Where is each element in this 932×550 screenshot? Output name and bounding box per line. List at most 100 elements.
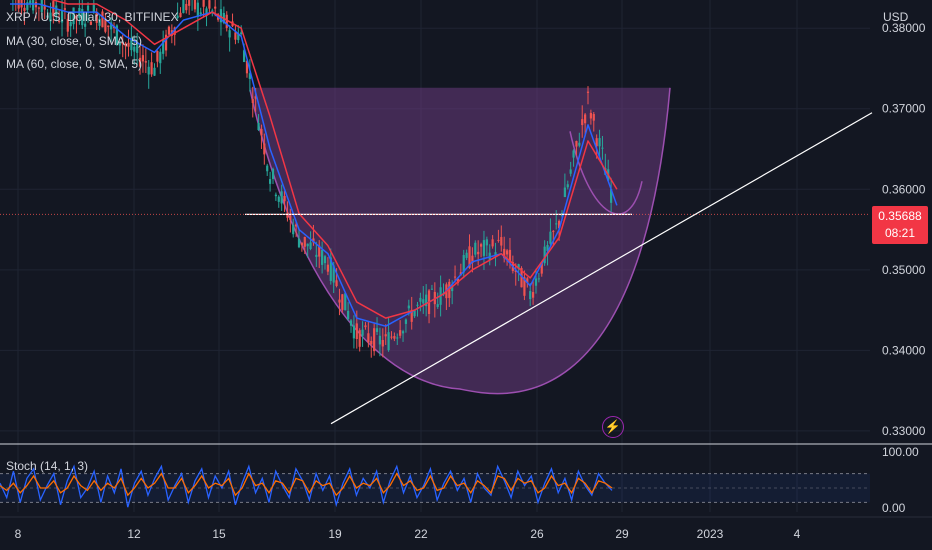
candle-body bbox=[537, 278, 540, 280]
axes: 0.38000 0.37000 0.36000 0.35000 0.34000 0.330… bbox=[0, 21, 932, 541]
candle-body bbox=[326, 264, 329, 272]
candle-body bbox=[531, 292, 535, 298]
candle-body bbox=[205, 8, 208, 16]
candle-body bbox=[248, 73, 251, 79]
candle-body bbox=[40, 0, 43, 12]
symbol-legend[interactable]: XRP / U.S. Dollar, 30, BITFINEX bbox=[6, 10, 179, 24]
candle-body bbox=[300, 242, 303, 246]
candle-body bbox=[196, 2, 199, 17]
candle-body bbox=[141, 55, 145, 62]
candle-body bbox=[373, 328, 376, 352]
candle-body bbox=[110, 22, 113, 30]
stochastic-pane: 100.00 0.00 bbox=[0, 445, 919, 515]
lightning-icon[interactable]: ⚡ bbox=[602, 416, 624, 438]
candle-body bbox=[592, 114, 595, 121]
candle-body bbox=[312, 238, 315, 243]
candle-body bbox=[199, 12, 202, 15]
candle-body bbox=[555, 223, 558, 225]
candle-body bbox=[58, 21, 61, 23]
candle-body bbox=[451, 286, 454, 292]
candle-body bbox=[358, 330, 361, 347]
candle-body bbox=[72, 7, 75, 25]
candle-body bbox=[274, 194, 277, 197]
candle-body bbox=[344, 293, 347, 311]
moving-averages bbox=[10, 0, 618, 327]
candle-body bbox=[387, 332, 390, 351]
candle-body bbox=[610, 189, 613, 203]
candle-body bbox=[23, 7, 26, 11]
ma60-legend[interactable]: MA (60, close, 0, SMA, 5) bbox=[6, 57, 143, 71]
candle-body bbox=[89, 21, 93, 25]
candle-body bbox=[321, 249, 324, 265]
candle-body bbox=[43, 4, 46, 10]
candle-body bbox=[375, 328, 379, 332]
candle-body bbox=[245, 60, 249, 74]
candle-body bbox=[601, 147, 604, 149]
price-tick-label: 0.37000 bbox=[882, 102, 926, 116]
candle-body bbox=[271, 168, 275, 179]
stoch-d-line bbox=[0, 472, 613, 497]
candle-body bbox=[384, 334, 387, 337]
candle-body bbox=[453, 276, 457, 278]
ma30-legend[interactable]: MA (30, close, 0, SMA, 5) bbox=[6, 34, 143, 48]
candle-body bbox=[115, 25, 119, 45]
price-tick-label: 0.34000 bbox=[882, 343, 926, 357]
candle-body bbox=[147, 66, 150, 75]
candle-body bbox=[280, 191, 283, 204]
candle-body bbox=[162, 39, 165, 54]
candle-body bbox=[164, 34, 168, 51]
candle-body bbox=[32, 0, 35, 11]
candle-body bbox=[468, 246, 471, 268]
candle-body bbox=[182, 0, 185, 14]
candle-body bbox=[254, 96, 257, 99]
stoch-k-line bbox=[0, 464, 613, 508]
time-tick-label: 19 bbox=[328, 527, 342, 541]
candle-body bbox=[167, 26, 171, 35]
price-tick-label: 0.36000 bbox=[882, 182, 926, 196]
stoch-legend[interactable]: Stoch (14, 1, 3) bbox=[6, 459, 89, 473]
candle-body bbox=[526, 278, 529, 283]
candle-body bbox=[575, 141, 578, 147]
candle-body bbox=[211, 10, 214, 12]
ascending-trendline bbox=[330, 112, 873, 425]
candle-body bbox=[370, 340, 373, 345]
candle-body bbox=[338, 299, 341, 303]
candle-body bbox=[266, 165, 269, 172]
candle-body bbox=[349, 320, 353, 326]
candle-body bbox=[534, 278, 538, 286]
candle-body bbox=[306, 243, 309, 247]
candle-body bbox=[425, 294, 428, 307]
candle-body bbox=[156, 50, 159, 62]
candle-body bbox=[399, 330, 402, 336]
candle-body bbox=[193, 0, 197, 10]
candle-body bbox=[546, 245, 549, 252]
candle-body bbox=[98, 18, 101, 26]
candle-body bbox=[598, 138, 601, 147]
candle-body bbox=[75, 15, 78, 20]
time-tick-label: 4 bbox=[794, 527, 801, 541]
time-tick-label: 2023 bbox=[697, 527, 724, 541]
time-tick-label: 8 bbox=[15, 527, 22, 541]
candle-body bbox=[335, 280, 338, 287]
candle-body bbox=[92, 4, 95, 12]
candle-body bbox=[514, 270, 517, 273]
candle-body bbox=[104, 18, 107, 32]
candle-body bbox=[237, 33, 240, 41]
candle-body bbox=[552, 230, 555, 232]
stoch-tick-label: 100.00 bbox=[882, 445, 919, 459]
price-tick-label: 0.33000 bbox=[882, 424, 926, 438]
candle-body bbox=[578, 142, 581, 146]
time-tick-label: 26 bbox=[530, 527, 544, 541]
candle-body bbox=[303, 237, 306, 247]
candle-body bbox=[257, 122, 260, 131]
candle-body bbox=[566, 184, 569, 188]
current-price-value: 0.35688 bbox=[878, 209, 922, 223]
candle-body bbox=[378, 335, 382, 345]
candle-body bbox=[413, 310, 416, 317]
candle-body bbox=[430, 288, 434, 290]
candle-body bbox=[225, 14, 228, 28]
candle-body bbox=[251, 99, 254, 104]
ma60-line bbox=[50, 0, 618, 319]
candle-body bbox=[37, 7, 40, 9]
